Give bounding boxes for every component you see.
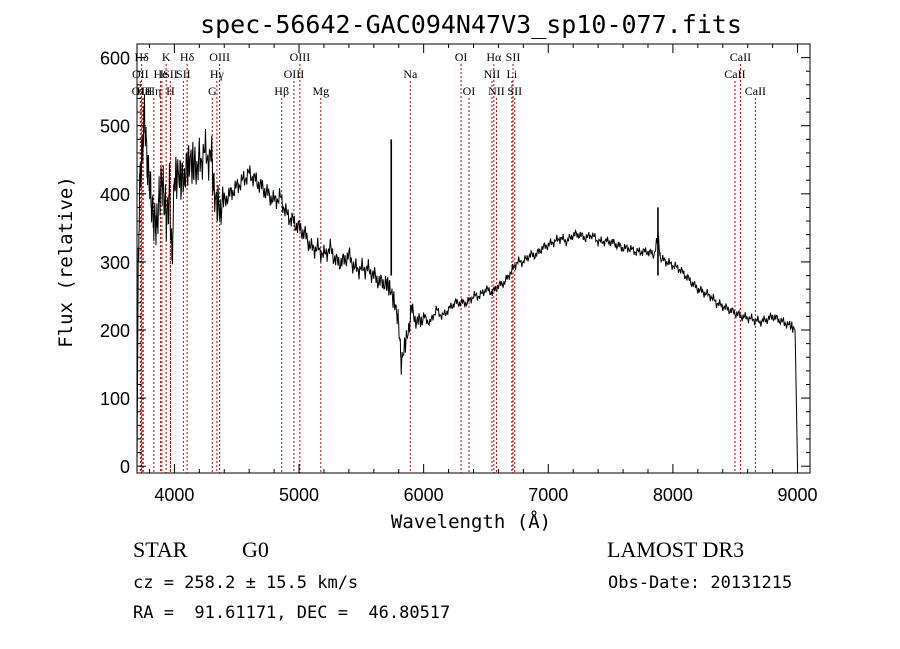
survey-name: LAMOST DR3 [607,537,745,562]
spectral-line-label-27: SII [507,84,522,98]
plot-frame [136,43,811,474]
spectral-line-label-8: SII [163,67,178,81]
x-tick-label-0: 4000 [154,485,194,505]
redshift-velocity: cz = 258.2 ± 15.5 km/s [133,573,359,593]
spectral-line-label-14: G [208,84,217,98]
spectral-line-label-9: H [166,84,175,98]
object-subclass: G0 [242,537,269,562]
x-tick-label-1: 5000 [279,485,319,505]
spectral-line-label-19: Na [403,67,418,81]
spectral-line-label-6: He [154,67,168,81]
y-tick-label-0: 0 [120,457,130,477]
spectral-line-label-1: OII [132,67,149,81]
x-tick-label-3: 7000 [528,485,568,505]
spectral-line-label-0: Hδ [134,50,149,64]
spectrum-line [136,94,798,467]
spectral-line-label-30: CaII [745,84,766,98]
x-axis-label: Wavelength (Å) [391,510,551,533]
axis-ticks: 4000 5000 6000 7000 8000 9000 0 100 200 300 400 500… [100,44,818,505]
spectrum-series [136,94,798,467]
object-class: STAR [133,537,188,562]
spectral-line-label-26: Li [507,67,518,81]
spectral-line-label-21: OI [463,84,476,98]
y-axis-label: Flux (relative) [55,176,77,348]
spectral-line-label-4: Hη [146,84,161,98]
spectral-line-label-24: NII [488,84,505,98]
spectral-line-label-13: Hγ [210,67,225,81]
spectral-line-label-23: NII [484,67,501,81]
spectral-line-label-20: OI [455,50,468,64]
coordinates: RA = 91.61171, DEC = 46.80517 [133,603,451,623]
y-tick-label-6: 600 [100,49,130,69]
spectral-line-label-15: Hβ [274,84,289,98]
y-tick-label-1: 100 [100,389,130,409]
chart-title: spec-56642-GAC094N47V3_sp10-077.fits [200,10,742,39]
spectral-line-label-28: CaII [730,50,751,64]
spectral-line-label-5: K [162,50,171,64]
x-tick-label-4: 8000 [653,485,693,505]
y-tick-label-2: 200 [100,321,130,341]
y-tick-label-5: 500 [100,117,130,137]
spectral-line-label-3: Hε [136,84,150,98]
spectral-line-label-17: OIII [284,67,305,81]
observation-date: Obs-Date: 20131215 [608,573,793,593]
y-tick-label-3: 300 [100,253,130,273]
spectral-line-label-29: CaII [724,67,745,81]
spectral-line-label-16: OIII [290,50,311,64]
spectral-line-label-7: I [160,67,164,81]
y-tick-label-4: 400 [100,185,130,205]
spectral-line-label-25: SII [506,50,521,64]
x-tick-label-2: 6000 [404,485,444,505]
spectral-line-label-12: OIII [209,50,230,64]
spectral-line-label-22: Hα [486,50,502,64]
spectral-line-label-18: Mg [312,84,329,98]
spectral-line-label-10: Hδ [180,50,195,64]
spectral-line-label-11: SII [176,67,191,81]
x-tick-label-5: 9000 [778,485,818,505]
